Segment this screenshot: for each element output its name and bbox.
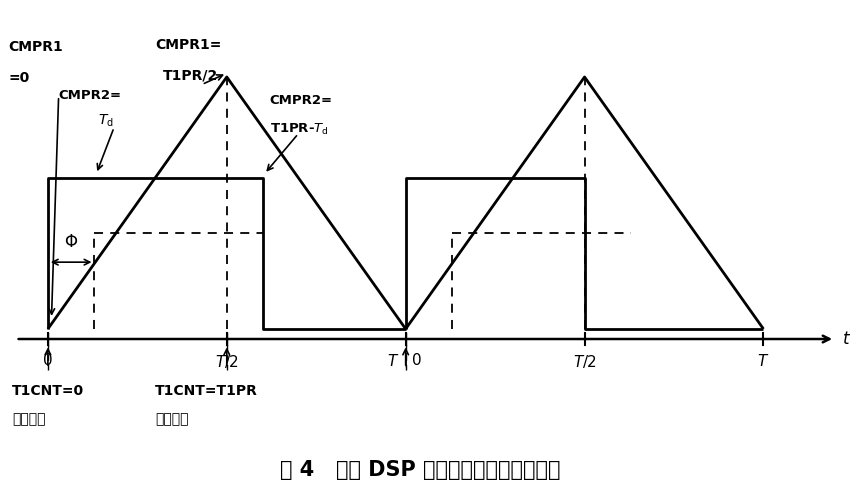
- Text: 0: 0: [412, 353, 422, 368]
- Text: |: |: [403, 353, 408, 367]
- Text: $t$: $t$: [843, 330, 851, 348]
- Text: T1CNT=T1PR: T1CNT=T1PR: [155, 384, 258, 398]
- Text: 周期中断: 周期中断: [155, 412, 189, 426]
- Text: 图 4   基于 DSP 的直接移相脉冲生成方法: 图 4 基于 DSP 的直接移相脉冲生成方法: [279, 460, 561, 480]
- Text: $T/2$: $T/2$: [573, 353, 597, 370]
- Text: 0: 0: [43, 353, 53, 368]
- Text: $T/2$: $T/2$: [215, 353, 239, 370]
- Text: CMPR2=: CMPR2=: [59, 89, 122, 102]
- Text: =0: =0: [9, 71, 29, 85]
- Text: $T$: $T$: [757, 353, 770, 369]
- Text: T1PR/2: T1PR/2: [163, 68, 218, 82]
- Text: CMPR1=: CMPR1=: [155, 38, 221, 52]
- Text: 下溢中断: 下溢中断: [12, 412, 46, 426]
- Text: T1CNT=0: T1CNT=0: [12, 384, 84, 398]
- Text: $T_\mathrm{d}$: $T_\mathrm{d}$: [98, 112, 114, 129]
- Text: CMPR2=: CMPR2=: [270, 94, 333, 107]
- Text: $T$: $T$: [387, 353, 400, 369]
- Text: CMPR1: CMPR1: [9, 40, 63, 54]
- Text: T1PR-$T_\mathrm{d}$: T1PR-$T_\mathrm{d}$: [270, 122, 329, 137]
- Text: $\Phi$: $\Phi$: [64, 233, 78, 251]
